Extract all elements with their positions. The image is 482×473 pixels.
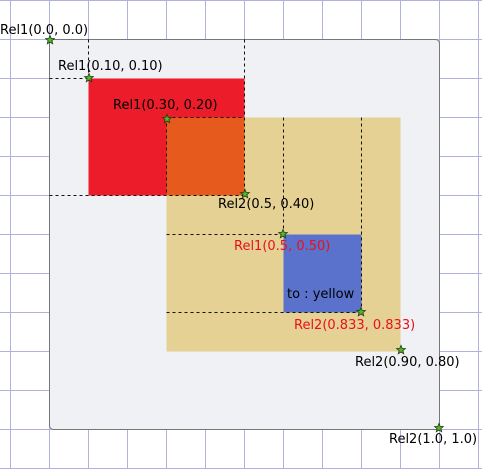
label-rel2-red: Rel2(0.5, 0.40) [218,197,315,212]
anchor-star-icon [239,188,251,199]
anchor-star-icon [44,34,56,45]
guide-dashed-lines [49,39,362,313]
anchor-star-icon [161,113,173,124]
anchor-star-icon [277,228,289,239]
label-rel1-yellow: Rel1(0.30, 0.20) [113,98,218,113]
anchor-star-icon [355,306,367,317]
anchor-star-icon [83,72,95,83]
label-blue-text: to : yellow [287,287,355,302]
anchor-markers [44,34,445,433]
anchor-star-icon [395,344,407,355]
label-rel2-outer: Rel2(1.0, 1.0) [389,432,478,447]
label-rel2-yellow: Rel2(0.90, 0.80) [355,355,460,370]
label-rel1-blue: Rel1(0.5, 0.50) [234,239,331,254]
overlap-area [166,117,245,196]
blue-rectangle [283,234,362,313]
label-rel1-red: Rel1(0.10, 0.10) [58,59,163,74]
label-rel2-blue: Rel2(0.833, 0.833) [294,318,416,333]
label-rel1-outer: Rel1(0.0, 0.0) [0,23,89,38]
anchor-star-icon [433,422,445,433]
